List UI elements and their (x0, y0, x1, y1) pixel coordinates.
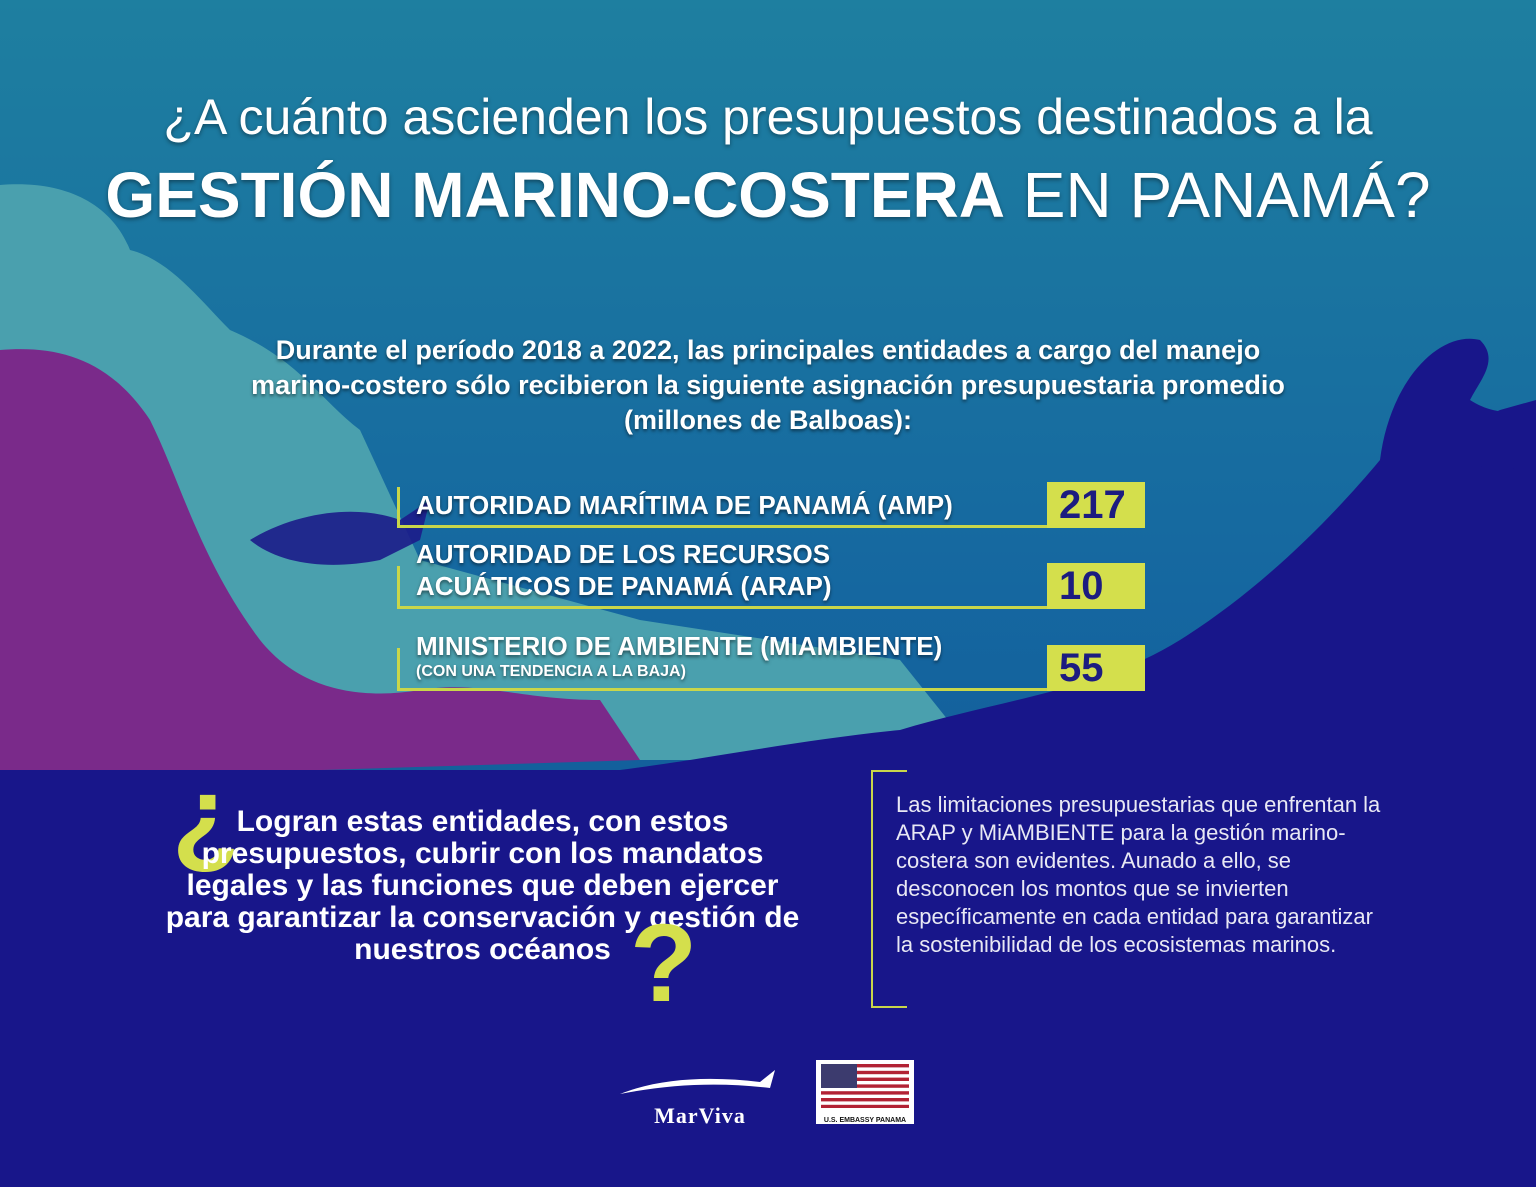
marviva-logo: MarViva (620, 1068, 780, 1128)
entity-note: (CON UNA TENDENCIA A LA BAJA) (416, 663, 686, 680)
title-line-2: GESTIÓN MARINO-COSTERA EN PANAMÁ? (0, 158, 1536, 232)
us-flag (821, 1064, 909, 1108)
entity-name-block: MINISTERIO DE AMBIENTE (MIAMBIENTE) (CON … (416, 630, 942, 682)
marviva-wave (620, 1070, 775, 1094)
entity-amount: 10 (1047, 563, 1145, 609)
marviva-text: MarViva (654, 1103, 746, 1128)
question-open: ¿ (172, 754, 240, 877)
entity-row: AUTORIDAD MARÍTIMA DE PANAMÁ (AMP) 217 (397, 482, 1145, 528)
embassy-logo: U.S. EMBASSY PANAMA (816, 1060, 914, 1124)
title-bold: GESTIÓN MARINO-COSTERA (105, 159, 1005, 231)
entity-amount: 217 (1047, 482, 1145, 528)
entity-row: AUTORIDAD DE LOS RECURSOS ACUÁTICOS DE P… (397, 539, 1145, 609)
entity-name: AUTORIDAD MARÍTIMA DE PANAMÁ (AMP) (416, 490, 953, 520)
entity-name: MINISTERIO DE AMBIENTE (MIAMBIENTE) (416, 631, 943, 661)
entity-name: AUTORIDAD DE LOS RECURSOS ACUÁTICOS DE P… (416, 539, 832, 601)
note: Las limitaciones presupuestarias que enf… (896, 792, 1381, 957)
embassy-text: U.S. EMBASSY PANAMA (823, 1117, 907, 1124)
entity-amount: 55 (1047, 645, 1145, 691)
title-line-1: ¿A cuánto ascienden los presupuestos des… (163, 89, 1373, 145)
intro: Durante el período 2018 a 2022, las prin… (251, 335, 1285, 435)
title-rest: EN PANAMÁ? (1022, 159, 1431, 231)
note-bracket (871, 770, 907, 1008)
question: Logran estas entidades, con estos presup… (165, 805, 800, 966)
question-close: ? (630, 902, 698, 1025)
entity-row: MINISTERIO DE AMBIENTE (MIAMBIENTE) (CON … (397, 631, 1145, 691)
